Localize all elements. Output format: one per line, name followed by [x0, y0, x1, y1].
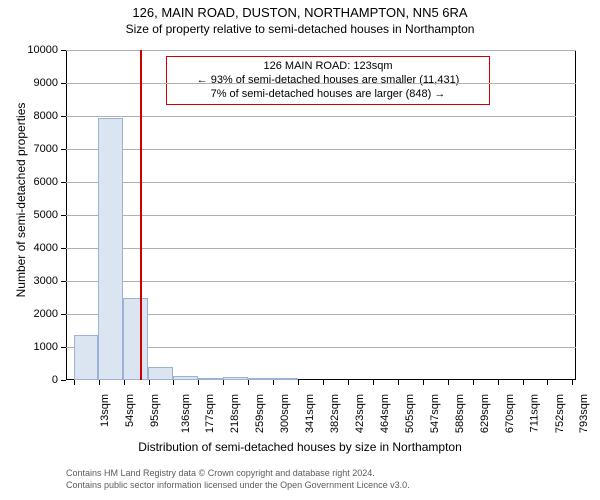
x-tick	[124, 380, 125, 385]
x-tick	[173, 380, 174, 385]
y-tick-label: 3000	[8, 275, 58, 287]
chart-title-line2: Size of property relative to semi-detach…	[0, 22, 600, 36]
annotation-line2: ← 93% of semi-detached houses are smalle…	[173, 74, 483, 88]
y-gridline	[66, 248, 576, 249]
histogram-bar	[148, 367, 173, 380]
x-tick-label: 670sqm	[504, 394, 516, 433]
y-tick-label: 4000	[8, 242, 58, 254]
x-tick-label: 629sqm	[479, 394, 491, 433]
chart-container: { "chart": { "type": "histogram", "title…	[0, 0, 600, 500]
x-tick-label: 341sqm	[304, 394, 316, 433]
x-tick	[198, 380, 199, 385]
x-tick-label: 259sqm	[254, 394, 266, 433]
x-tick	[423, 380, 424, 385]
reference-line	[140, 50, 142, 380]
y-gridline	[66, 83, 576, 84]
y-tick	[61, 248, 66, 249]
x-tick-label: 752sqm	[554, 394, 566, 433]
x-tick	[99, 380, 100, 385]
x-tick	[572, 380, 573, 385]
x-tick-label: 588sqm	[454, 394, 466, 433]
x-tick-label: 505sqm	[404, 394, 416, 433]
x-tick-label: 464sqm	[379, 394, 391, 433]
x-tick-label: 95sqm	[149, 394, 161, 427]
y-tick	[61, 116, 66, 117]
plot-area: 126 MAIN ROAD: 123sqm ← 93% of semi-deta…	[66, 50, 576, 380]
y-tick	[61, 50, 66, 51]
annotation-line3: 7% of semi-detached houses are larger (8…	[173, 88, 483, 102]
y-tick-label: 6000	[8, 176, 58, 188]
y-gridline	[66, 215, 576, 216]
x-tick-label: 793sqm	[579, 394, 591, 433]
x-tick-label: 54sqm	[124, 394, 136, 427]
histogram-bar	[98, 118, 123, 380]
x-tick	[273, 380, 274, 385]
x-tick-label: 177sqm	[205, 394, 217, 433]
y-tick	[61, 149, 66, 150]
y-tick-label: 5000	[8, 209, 58, 221]
y-tick	[61, 314, 66, 315]
y-gridline	[66, 182, 576, 183]
x-tick-label: 423sqm	[354, 394, 366, 433]
y-tick-label: 10000	[8, 44, 58, 56]
histogram-bar	[173, 376, 198, 380]
histogram-bar	[123, 298, 148, 381]
y-tick	[61, 380, 66, 381]
x-tick	[523, 380, 524, 385]
y-axis-label: Number of semi-detached properties	[14, 60, 28, 340]
x-tick	[448, 380, 449, 385]
y-tick	[61, 281, 66, 282]
x-tick	[373, 380, 374, 385]
chart-title-line1: 126, MAIN ROAD, DUSTON, NORTHAMPTON, NN5…	[0, 5, 600, 20]
y-tick-label: 1000	[8, 341, 58, 353]
y-tick	[61, 182, 66, 183]
histogram-bar	[74, 335, 99, 380]
y-tick-label: 2000	[8, 308, 58, 320]
x-tick-label: 218sqm	[229, 394, 241, 433]
y-tick-label: 0	[8, 374, 58, 386]
annotation-line1: 126 MAIN ROAD: 123sqm	[173, 60, 483, 74]
x-tick-label: 300sqm	[279, 394, 291, 433]
y-gridline	[66, 50, 576, 51]
y-tick	[61, 347, 66, 348]
y-tick	[61, 215, 66, 216]
histogram-bar	[273, 378, 298, 380]
x-tick-label: 13sqm	[99, 394, 111, 427]
y-tick	[61, 83, 66, 84]
x-tick	[323, 380, 324, 385]
x-tick	[223, 380, 224, 385]
x-tick	[473, 380, 474, 385]
x-tick	[298, 380, 299, 385]
y-tick-label: 8000	[8, 110, 58, 122]
x-tick-label: 136sqm	[180, 394, 192, 433]
y-tick-label: 7000	[8, 143, 58, 155]
y-gridline	[66, 116, 576, 117]
histogram-bar	[248, 378, 273, 380]
y-gridline	[66, 281, 576, 282]
x-tick	[248, 380, 249, 385]
x-tick	[348, 380, 349, 385]
y-gridline	[66, 149, 576, 150]
x-tick-label: 382sqm	[329, 394, 341, 433]
x-tick-label: 547sqm	[429, 394, 441, 433]
x-tick-label: 711sqm	[528, 394, 540, 432]
x-tick	[547, 380, 548, 385]
x-tick	[498, 380, 499, 385]
footer-line1: Contains HM Land Registry data © Crown c…	[66, 468, 586, 478]
x-tick	[398, 380, 399, 385]
x-axis-label: Distribution of semi-detached houses by …	[0, 440, 600, 454]
histogram-bar	[223, 377, 248, 380]
annotation-box: 126 MAIN ROAD: 123sqm ← 93% of semi-deta…	[166, 56, 490, 105]
footer-line2: Contains public sector information licen…	[66, 480, 586, 490]
histogram-bar	[198, 378, 223, 380]
y-tick-label: 9000	[8, 77, 58, 89]
x-tick	[149, 380, 150, 385]
x-tick	[74, 380, 75, 385]
